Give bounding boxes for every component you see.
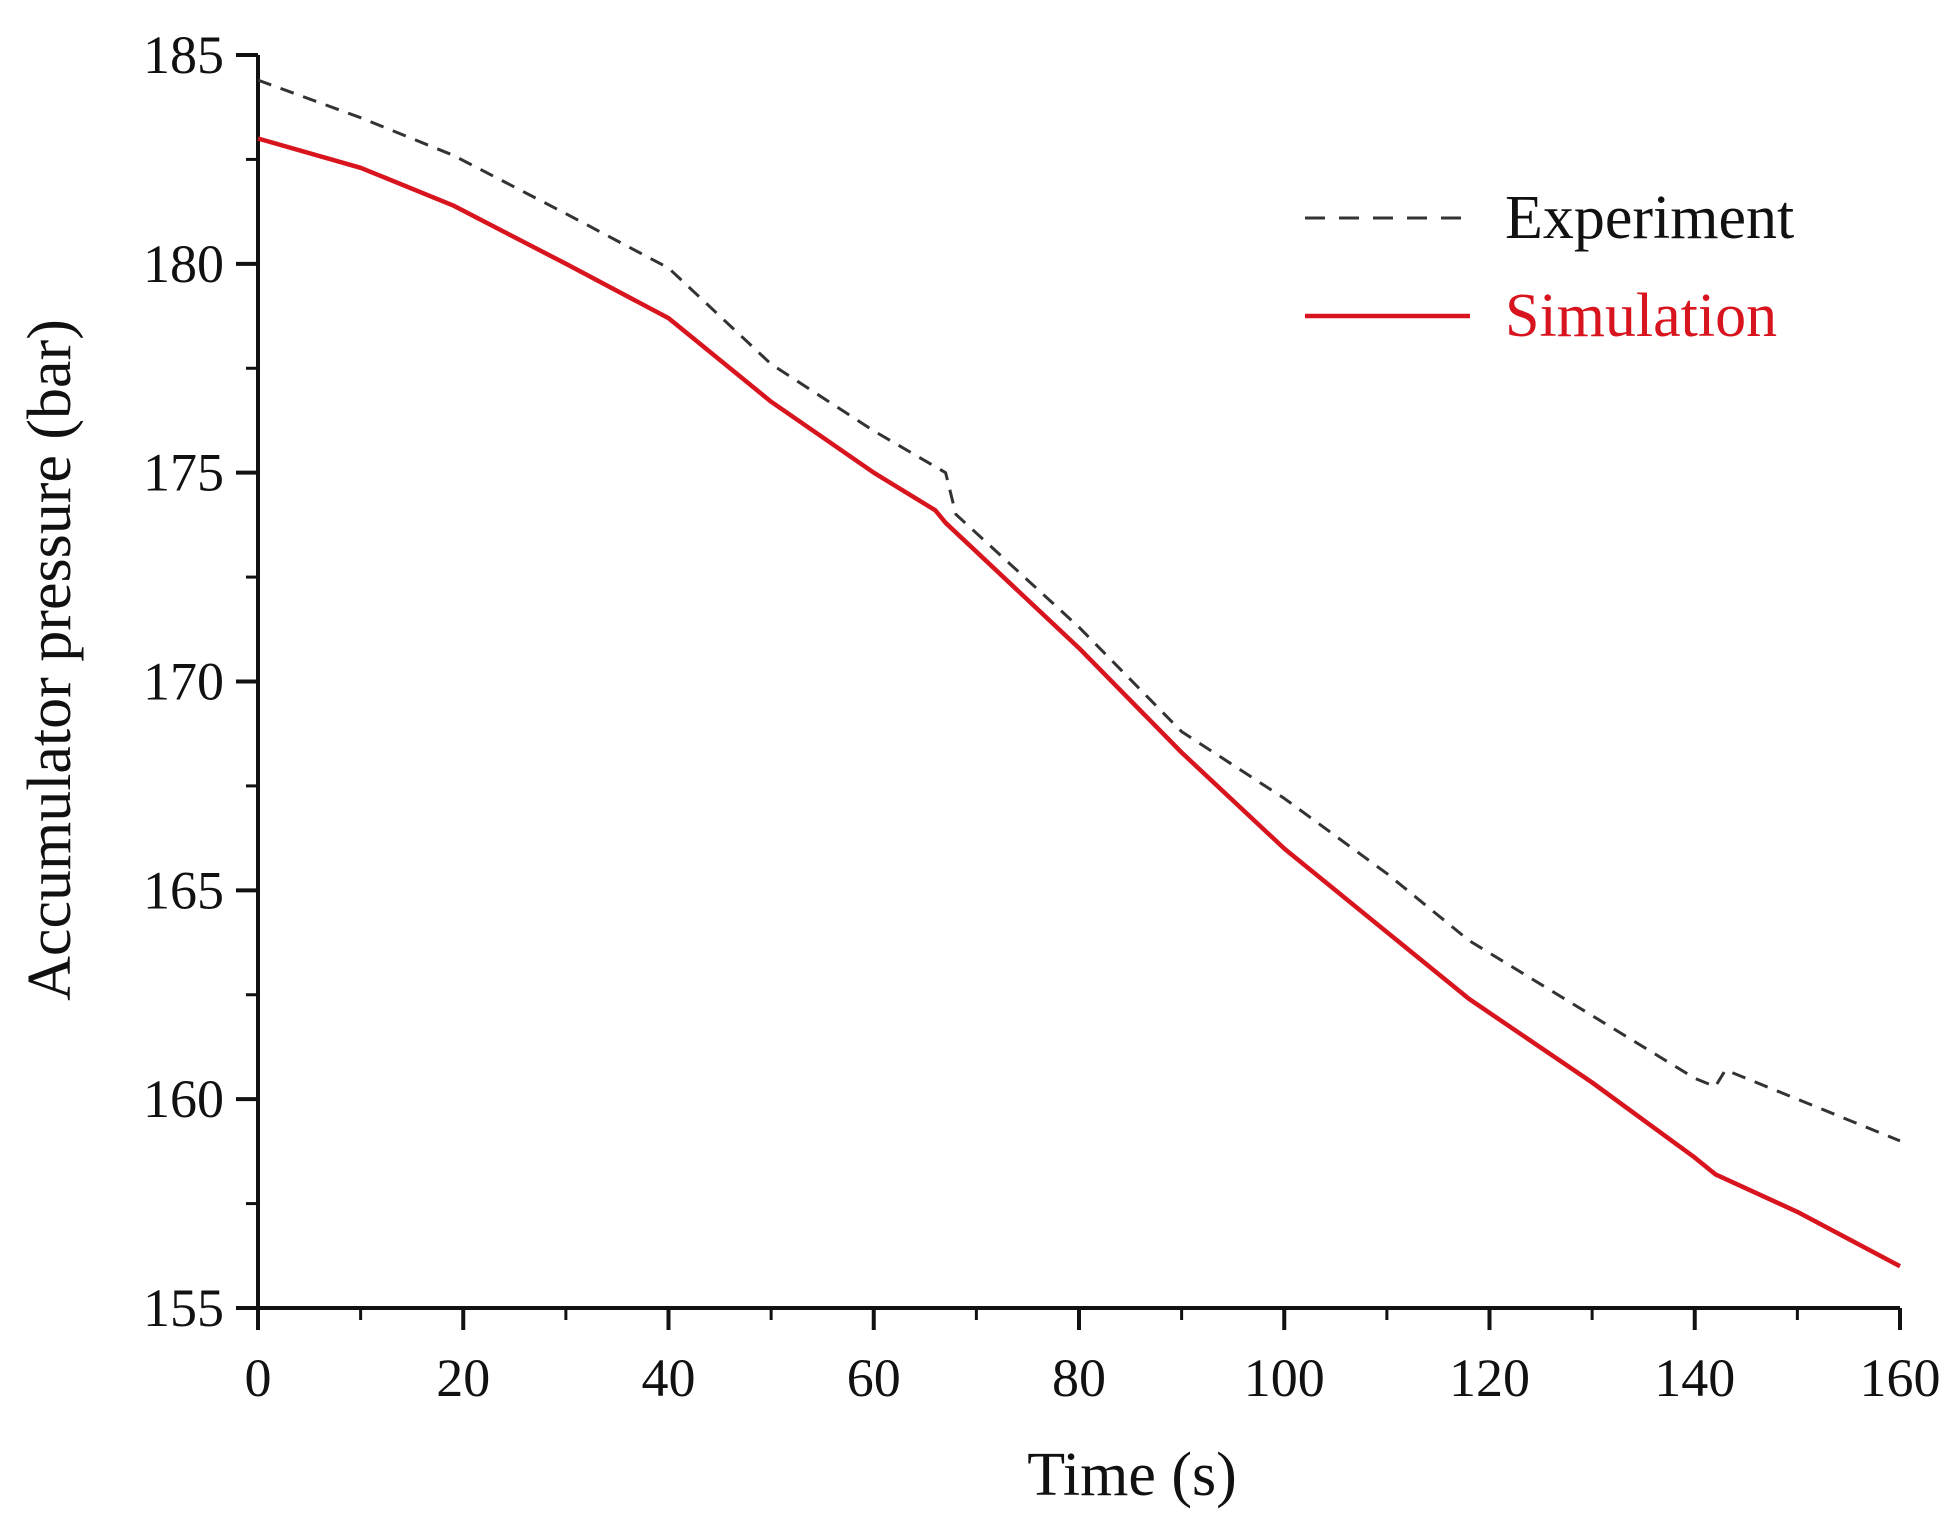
x-tick-label: 160 — [1860, 1348, 1941, 1408]
y-tick-label: 165 — [143, 860, 224, 920]
x-tick-label: 0 — [245, 1348, 272, 1408]
y-tick-label: 170 — [143, 652, 224, 712]
legend-label-simulation: Simulation — [1505, 282, 1777, 350]
y-tick-label: 175 — [143, 443, 224, 503]
legend: Experiment Simulation — [1305, 184, 1794, 350]
x-tick-label: 80 — [1052, 1348, 1106, 1408]
series-line-simulation — [257, 136, 1902, 1269]
series-line-experiment — [257, 78, 1901, 1143]
x-tick-label: 20 — [436, 1348, 490, 1408]
y-tick-label: 185 — [143, 25, 224, 85]
legend-label-experiment: Experiment — [1505, 184, 1794, 252]
x-tick-label: 40 — [642, 1348, 696, 1408]
series-layer — [257, 78, 1902, 1269]
y-tick-label: 180 — [143, 234, 224, 294]
y-tick-label: 155 — [143, 1278, 224, 1338]
x-tick-label: 100 — [1244, 1348, 1325, 1408]
x-tick-label: 140 — [1654, 1348, 1735, 1408]
axes: 0 20 40 60 80 100 120 140 160 155 160 165 170 175 180 1… — [143, 25, 1941, 1408]
y-axis-title: Accumulator pressure (bar) — [16, 319, 84, 1001]
x-tick-label: 60 — [847, 1348, 901, 1408]
x-axis-title: Time (s) — [1027, 1441, 1237, 1509]
y-tick-label: 160 — [143, 1069, 224, 1129]
x-tick-label: 120 — [1449, 1348, 1530, 1408]
